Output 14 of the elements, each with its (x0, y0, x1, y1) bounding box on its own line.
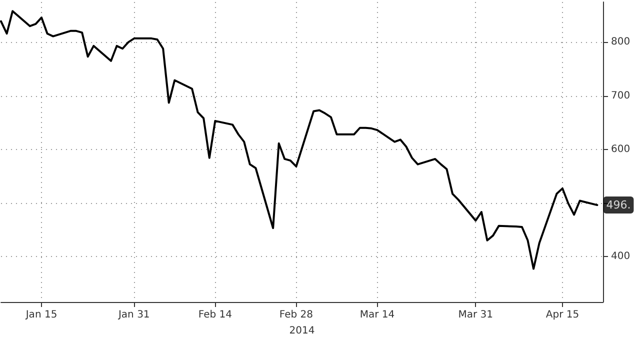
y-tick-label: 600 (611, 144, 630, 155)
x-tick-label: Mar 14 (360, 310, 395, 320)
x-tick-label: Feb 28 (279, 310, 314, 320)
y-tick-label: 700 (611, 90, 630, 102)
x-tick-label: Jan 31 (117, 310, 150, 320)
x-tick-label: Jan 15 (24, 310, 58, 320)
x-axis-title: 2014 (289, 326, 315, 336)
x-tick-label: Apr 15 (546, 310, 580, 320)
y-tick-label: 800 (611, 36, 630, 48)
line-series (0, 10, 598, 270)
x-tick-label: Mar 31 (458, 310, 494, 320)
x-tick-label: Feb 14 (198, 310, 232, 320)
annotation: 496. (606, 198, 631, 212)
y-tick-label: 400 (611, 250, 630, 262)
